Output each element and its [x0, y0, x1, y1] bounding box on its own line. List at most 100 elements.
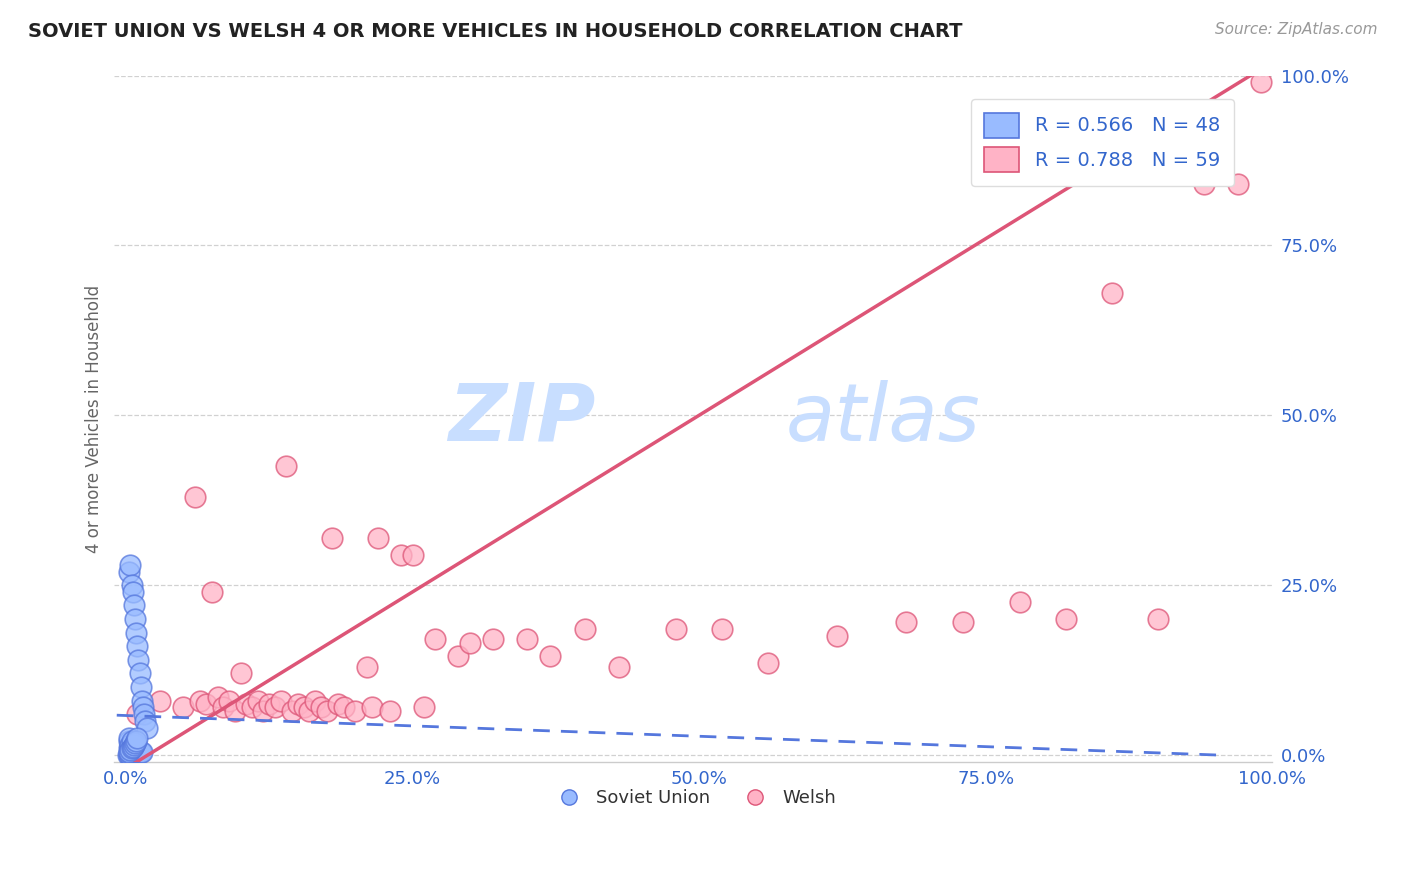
- Point: [711, 622, 734, 636]
- Point: [131, 693, 153, 707]
- Point: [235, 697, 257, 711]
- Point: [135, 721, 157, 735]
- Point: [607, 659, 630, 673]
- Point: [356, 659, 378, 673]
- Point: [332, 700, 354, 714]
- Point: [125, 734, 148, 748]
- Point: [124, 742, 146, 756]
- Point: [413, 700, 436, 714]
- Point: [538, 649, 561, 664]
- Point: [281, 704, 304, 718]
- Legend: Soviet Union, Welsh: Soviet Union, Welsh: [544, 782, 844, 814]
- Point: [276, 459, 298, 474]
- Point: [120, 738, 142, 752]
- Point: [344, 704, 367, 718]
- Text: SOVIET UNION VS WELSH 4 OR MORE VEHICLES IN HOUSEHOLD CORRELATION CHART: SOVIET UNION VS WELSH 4 OR MORE VEHICLES…: [28, 22, 963, 41]
- Point: [122, 599, 145, 613]
- Point: [118, 741, 141, 756]
- Text: Source: ZipAtlas.com: Source: ZipAtlas.com: [1215, 22, 1378, 37]
- Y-axis label: 4 or more Vehicles in Household: 4 or more Vehicles in Household: [86, 285, 103, 553]
- Point: [129, 680, 152, 694]
- Point: [224, 704, 246, 718]
- Point: [121, 747, 143, 762]
- Point: [149, 693, 172, 707]
- Point: [118, 565, 141, 579]
- Point: [127, 640, 149, 654]
- Point: [118, 731, 141, 745]
- Point: [574, 622, 596, 636]
- Point: [1227, 178, 1250, 192]
- Point: [246, 693, 269, 707]
- Point: [894, 615, 917, 630]
- Point: [665, 622, 688, 636]
- Point: [124, 745, 146, 759]
- Point: [127, 745, 149, 759]
- Point: [292, 700, 315, 714]
- Point: [122, 745, 145, 759]
- Point: [315, 704, 337, 718]
- Point: [252, 704, 274, 718]
- Point: [122, 741, 145, 756]
- Point: [118, 734, 141, 748]
- Point: [127, 707, 149, 722]
- Point: [1146, 612, 1168, 626]
- Point: [121, 585, 143, 599]
- Point: [183, 490, 205, 504]
- Point: [118, 745, 141, 759]
- Point: [229, 666, 252, 681]
- Point: [309, 700, 332, 714]
- Point: [172, 700, 194, 714]
- Point: [1101, 285, 1123, 300]
- Point: [122, 738, 145, 752]
- Point: [129, 745, 152, 759]
- Point: [1010, 595, 1032, 609]
- Point: [516, 632, 538, 647]
- Point: [120, 747, 142, 762]
- Point: [378, 704, 401, 718]
- Point: [128, 745, 150, 759]
- Point: [270, 693, 292, 707]
- Point: [756, 657, 779, 671]
- Text: atlas: atlas: [786, 380, 981, 458]
- Point: [134, 714, 156, 728]
- Point: [117, 747, 139, 762]
- Point: [257, 697, 280, 711]
- Point: [121, 578, 143, 592]
- Point: [132, 700, 155, 714]
- Point: [361, 700, 384, 714]
- Point: [218, 693, 240, 707]
- Point: [1192, 178, 1215, 192]
- Point: [124, 612, 146, 626]
- Point: [458, 636, 481, 650]
- Point: [481, 632, 503, 647]
- Point: [121, 741, 143, 756]
- Point: [121, 739, 143, 754]
- Point: [389, 548, 412, 562]
- Point: [401, 548, 423, 562]
- Point: [127, 653, 149, 667]
- Point: [125, 745, 148, 759]
- Point: [127, 745, 149, 759]
- Point: [825, 629, 848, 643]
- Point: [127, 731, 149, 745]
- Point: [304, 693, 326, 707]
- Point: [190, 693, 212, 707]
- Point: [128, 666, 150, 681]
- Point: [124, 736, 146, 750]
- Point: [120, 558, 142, 572]
- Point: [321, 531, 343, 545]
- Point: [121, 741, 143, 756]
- Text: ZIP: ZIP: [447, 380, 595, 458]
- Point: [367, 531, 389, 545]
- Point: [121, 741, 143, 756]
- Point: [1054, 612, 1077, 626]
- Point: [287, 697, 309, 711]
- Point: [212, 700, 235, 714]
- Point: [425, 632, 447, 647]
- Point: [447, 649, 470, 664]
- Point: [195, 697, 218, 711]
- Point: [134, 707, 156, 722]
- Point: [240, 700, 263, 714]
- Point: [120, 741, 142, 756]
- Point: [125, 625, 148, 640]
